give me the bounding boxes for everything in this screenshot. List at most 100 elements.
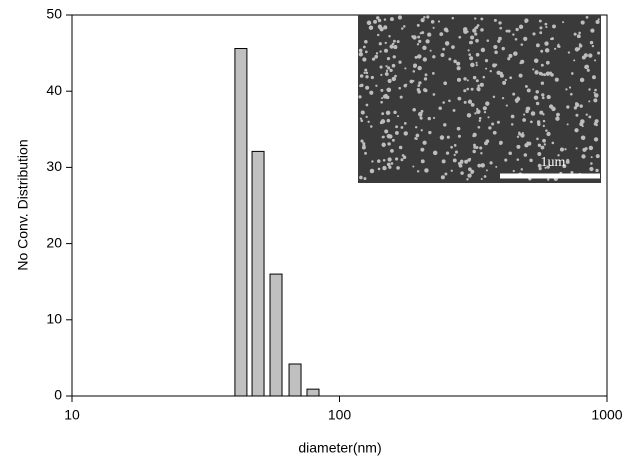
inset-particle — [359, 52, 363, 56]
inset-particle — [549, 104, 553, 108]
inset-particle — [381, 112, 384, 115]
inset-particle — [380, 101, 383, 104]
inset-particle — [453, 158, 457, 162]
inset-particle — [566, 160, 570, 164]
inset-particle — [470, 171, 473, 174]
inset-particle — [464, 160, 468, 164]
inset-particle — [470, 63, 474, 67]
inset-particle — [552, 142, 555, 145]
inset-particle — [523, 37, 527, 41]
inset-particle — [364, 152, 367, 155]
inset-particle — [477, 84, 480, 87]
inset-particle — [515, 28, 518, 31]
inset-particle — [513, 170, 515, 172]
inset-particle — [512, 33, 514, 35]
inset-particle — [365, 116, 367, 118]
inset-particle — [502, 47, 505, 50]
inset-particle — [493, 96, 495, 98]
inset-particle — [575, 114, 578, 117]
inset-particle — [520, 60, 524, 64]
inset-particle — [525, 85, 528, 88]
inset-particle — [432, 72, 435, 75]
inset-particle — [371, 160, 373, 162]
inset-particle — [574, 128, 578, 132]
inset-particle — [363, 46, 366, 49]
inset-particle — [546, 132, 550, 136]
inset-particle — [403, 25, 406, 28]
inset-particle — [396, 166, 400, 170]
inset-particle — [423, 16, 425, 18]
inset-particle — [515, 98, 519, 102]
inset-particle — [505, 79, 507, 81]
inset-particle — [388, 79, 392, 83]
inset-particle — [447, 136, 450, 139]
inset-particle — [421, 31, 424, 34]
inset-particle — [493, 45, 497, 49]
inset-particle — [457, 127, 461, 131]
inset-particle — [481, 48, 485, 52]
inset-particle — [517, 158, 520, 161]
y-tick-label: 40 — [46, 82, 62, 98]
inset-particle — [589, 167, 593, 171]
inset-particle — [566, 105, 569, 108]
inset-particle — [365, 86, 369, 90]
inset-particle — [584, 65, 588, 69]
inset-particle — [539, 26, 542, 29]
inset-particle — [591, 156, 593, 158]
inset-particle — [461, 162, 463, 164]
inset-particle — [594, 93, 599, 98]
inset-particle — [483, 76, 486, 79]
inset-particle — [479, 146, 482, 149]
inset-particle — [422, 141, 426, 145]
inset-particle — [417, 84, 420, 87]
inset-particle — [366, 104, 369, 107]
inset-particle — [399, 146, 402, 149]
inset-particle — [384, 129, 388, 133]
inset-particle — [576, 147, 578, 149]
inset-particle — [361, 111, 365, 115]
inset-particle — [385, 72, 389, 76]
inset-particle — [560, 148, 564, 152]
inset-particle — [581, 135, 586, 140]
inset-particle — [485, 68, 487, 70]
inset-particle — [414, 137, 417, 140]
inset-particle — [480, 152, 482, 154]
inset-particle — [385, 65, 387, 67]
inset-particle — [579, 44, 583, 48]
inset-particle — [521, 168, 523, 170]
inset-particle — [539, 20, 542, 23]
inset-particle — [545, 26, 547, 28]
inset-particle — [418, 40, 421, 43]
inset-particle — [491, 122, 494, 125]
inset-particle — [382, 166, 386, 170]
inset-particle — [380, 74, 382, 76]
x-tick-label: 100 — [328, 407, 352, 423]
inset-particle — [590, 29, 594, 33]
inset-particle — [442, 48, 445, 51]
inset-particle — [536, 43, 540, 47]
inset-particle — [401, 126, 404, 129]
inset-particle — [480, 163, 485, 168]
inset-particle — [412, 35, 416, 39]
inset-particle — [468, 100, 472, 104]
inset-particle — [379, 42, 382, 45]
inset-particle — [433, 27, 435, 29]
inset-particle — [508, 151, 512, 155]
inset-particle — [393, 45, 397, 49]
inset-particle — [392, 64, 396, 68]
inset-particle — [457, 78, 461, 82]
inset-particle — [380, 66, 383, 69]
inset-particle — [463, 77, 466, 80]
inset-particle — [388, 166, 391, 169]
inset-particle — [448, 99, 451, 102]
inset-particle — [594, 89, 597, 92]
inset-particle — [440, 135, 445, 140]
inset-particle — [400, 96, 403, 99]
inset-particle — [588, 88, 590, 90]
inset-particle — [555, 78, 559, 82]
inset-particle — [468, 49, 470, 51]
inset-particle — [404, 67, 406, 69]
inset-particle — [469, 56, 473, 60]
inset-particle — [415, 126, 417, 128]
inset-particle — [515, 38, 518, 41]
